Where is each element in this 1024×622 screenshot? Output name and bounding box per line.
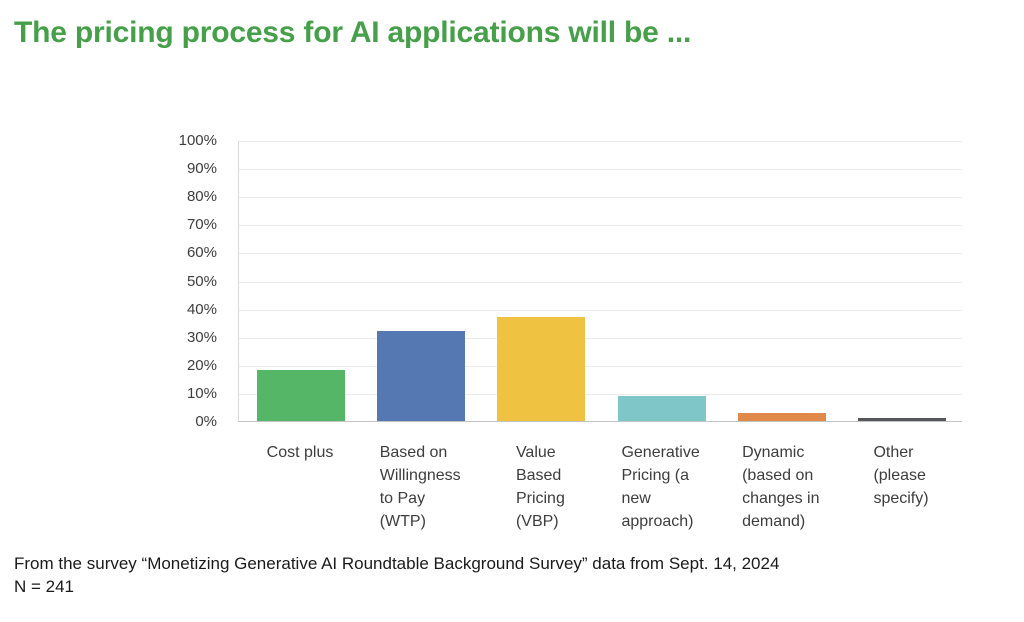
bar-2 bbox=[377, 331, 466, 421]
gridline bbox=[239, 225, 962, 227]
gridline bbox=[239, 309, 962, 311]
y-tick-label: 90% bbox=[186, 160, 217, 178]
gridline bbox=[239, 197, 962, 199]
y-tick-label: 70% bbox=[186, 216, 217, 234]
bar-5 bbox=[737, 412, 826, 421]
y-tick-label: 80% bbox=[186, 188, 217, 206]
gridline bbox=[239, 141, 962, 142]
y-tick-label: 10% bbox=[186, 384, 217, 402]
gridline bbox=[239, 337, 962, 339]
bar-1 bbox=[257, 370, 345, 421]
x-axis-label-text: Generative Pricing (a new approach) bbox=[621, 444, 700, 530]
y-tick-label: 40% bbox=[186, 300, 217, 318]
source-line: From the survey “Monetizing Generative A… bbox=[14, 554, 780, 573]
y-tick-label: 50% bbox=[186, 272, 217, 290]
bar-3 bbox=[497, 317, 586, 421]
x-axis-label-text: Dynamic (based on changes in demand) bbox=[742, 444, 820, 530]
x-axis-label: Other (please specify) bbox=[857, 441, 945, 510]
y-tick-label: 30% bbox=[186, 328, 217, 346]
x-axis-label: Cost plus bbox=[256, 441, 344, 464]
x-axis-label: Based on Willingness to Pay (WTP) bbox=[376, 441, 464, 533]
gridline bbox=[239, 393, 962, 395]
x-axis-label-text: Cost plus bbox=[266, 444, 334, 461]
page-title: The pricing process for AI applications … bbox=[14, 16, 692, 49]
plot-area bbox=[238, 141, 962, 422]
bar-6 bbox=[858, 418, 946, 421]
y-tick-label: 0% bbox=[195, 413, 217, 430]
gridline bbox=[239, 365, 962, 367]
x-axis-label-text: Value Based Pricing (VBP) bbox=[515, 444, 565, 530]
gridline bbox=[239, 253, 962, 255]
x-axis-label-text: Other (please specify) bbox=[873, 444, 929, 507]
gridline bbox=[239, 169, 962, 171]
sample-size: N = 241 bbox=[14, 577, 75, 596]
bar-4 bbox=[617, 395, 706, 421]
x-axis-label: Dynamic (based on changes in demand) bbox=[737, 441, 825, 533]
source-note: From the survey “Monetizing Generative A… bbox=[14, 552, 779, 598]
x-axis-label-text: Based on Willingness to Pay (WTP) bbox=[379, 444, 461, 530]
x-axis-label: Value Based Pricing (VBP) bbox=[496, 441, 584, 533]
x-axis-labels: Cost plus Based on Willingness to Pay (WT… bbox=[238, 441, 962, 541]
y-tick-label: 20% bbox=[186, 356, 217, 374]
x-axis-label: Generative Pricing (a new approach) bbox=[617, 441, 705, 533]
gridline bbox=[239, 281, 962, 283]
y-tick-label: 100% bbox=[178, 132, 217, 149]
y-tick-label: 60% bbox=[186, 244, 217, 262]
